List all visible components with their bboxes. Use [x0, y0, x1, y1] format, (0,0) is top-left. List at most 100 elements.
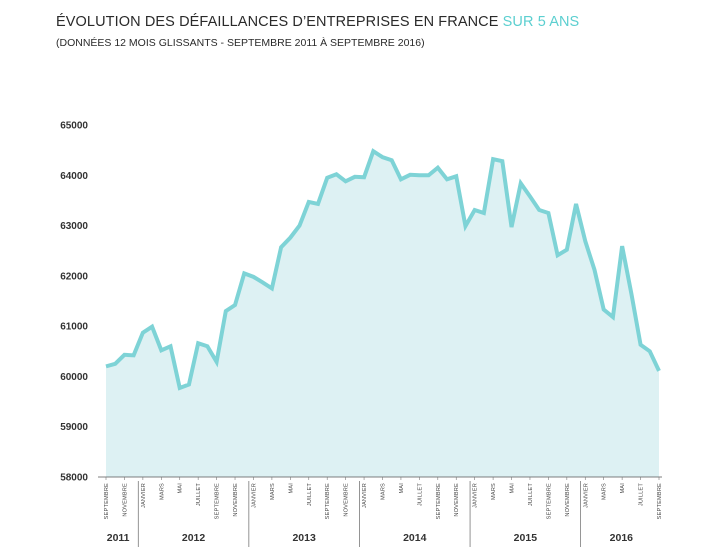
x-month-label: MARS [381, 483, 387, 500]
x-year-label: 2014 [403, 532, 427, 544]
x-month-label: JANVIER [141, 483, 147, 508]
data-point [326, 177, 328, 179]
data-point [630, 292, 632, 294]
x-month-label: JUILLET [528, 483, 534, 507]
data-point [298, 224, 300, 226]
data-point [363, 176, 365, 178]
data-point [538, 209, 540, 211]
x-month-label: MARS [270, 483, 276, 500]
data-point [206, 345, 208, 347]
x-year-label: 2015 [514, 532, 538, 544]
chart-title-main: ÉVOLUTION DES DÉFAILLANCES D’ENTREPRISES… [56, 14, 499, 30]
data-point [473, 209, 475, 211]
y-tick-label: 65000 [60, 121, 88, 132]
chart-subtitle: (DONNÉES 12 MOIS GLISSANTS - SEPTEMBRE 2… [56, 37, 425, 49]
x-month-label: SEPTEMBRE [546, 483, 552, 519]
x-month-label: MAI [178, 483, 184, 494]
x-month-label: SEPTEMBRE [215, 483, 221, 519]
x-month-label: JANVIER [473, 483, 479, 508]
data-point [492, 158, 494, 160]
data-point [271, 287, 273, 289]
data-point [603, 308, 605, 310]
y-tick-label: 60000 [60, 372, 88, 383]
x-year-label: 2012 [182, 532, 206, 544]
x-month-label: JANVIER [583, 483, 589, 508]
x-month-label: SEPTEMBRE [436, 483, 442, 519]
data-point [455, 175, 457, 177]
data-point [446, 178, 448, 180]
x-month-label: SEPTEMBRE [325, 483, 331, 519]
data-point [215, 361, 217, 363]
data-point [280, 246, 282, 248]
data-point [658, 370, 660, 372]
data-point [151, 325, 153, 327]
data-point [621, 245, 623, 247]
data-point [381, 156, 383, 158]
data-point [179, 387, 181, 389]
data-point [344, 180, 346, 182]
data-point [391, 159, 393, 161]
x-month-label: NOVEMBRE [454, 483, 460, 517]
data-point [252, 276, 254, 278]
data-point [649, 350, 651, 352]
data-point [566, 249, 568, 251]
x-month-label: JUILLET [196, 483, 202, 507]
data-point [612, 316, 614, 318]
data-point [354, 176, 356, 178]
data-point [123, 354, 125, 356]
data-point [400, 178, 402, 180]
x-year-label: 2011 [107, 532, 130, 544]
y-tick-label: 59000 [60, 422, 88, 433]
x-month-label: MAI [510, 483, 516, 494]
data-point [547, 212, 549, 214]
x-month-label: JUILLET [307, 483, 313, 507]
y-tick-label: 58000 [60, 473, 88, 484]
x-month-label: NOVEMBRE [122, 483, 128, 517]
data-point [510, 226, 512, 228]
x-month-label: NOVEMBRE [233, 483, 239, 517]
data-point [556, 254, 558, 256]
data-point [639, 344, 641, 346]
data-point [114, 363, 116, 365]
data-point [197, 342, 199, 344]
x-year-label: 2013 [292, 532, 316, 544]
x-month-label: MAI [288, 483, 294, 494]
data-point [529, 195, 531, 197]
data-point [105, 365, 107, 367]
y-tick-label: 64000 [60, 171, 88, 182]
x-month-label: JANVIER [251, 483, 257, 508]
data-point [335, 173, 337, 175]
data-point [225, 310, 227, 312]
x-month-label: MAI [399, 483, 405, 494]
data-point [308, 201, 310, 203]
x-month-label: NOVEMBRE [565, 483, 571, 517]
series-line [105, 148, 661, 391]
data-point [483, 212, 485, 214]
y-tick-label: 62000 [60, 271, 88, 282]
data-point [142, 331, 144, 333]
x-month-label: MARS [159, 483, 165, 500]
x-month-label: SEPTEMBRE [104, 483, 110, 519]
data-point [160, 349, 162, 351]
data-point [593, 269, 595, 271]
x-month-label: MARS [491, 483, 497, 500]
data-point [234, 304, 236, 306]
data-point [437, 167, 439, 169]
y-tick-label: 63000 [60, 221, 88, 232]
data-point [575, 203, 577, 205]
x-month-label: MARS [602, 483, 608, 500]
data-point [584, 240, 586, 242]
data-point [464, 225, 466, 227]
series-area-fill [106, 151, 659, 477]
data-point [372, 150, 374, 152]
data-point [289, 236, 291, 238]
data-point [520, 182, 522, 184]
x-month-label: JANVIER [362, 483, 368, 508]
data-point [409, 174, 411, 176]
data-point [132, 354, 134, 356]
data-point [501, 160, 503, 162]
data-point [418, 174, 420, 176]
data-point [317, 203, 319, 205]
data-point [427, 174, 429, 176]
x-month-label: MAI [620, 483, 626, 494]
